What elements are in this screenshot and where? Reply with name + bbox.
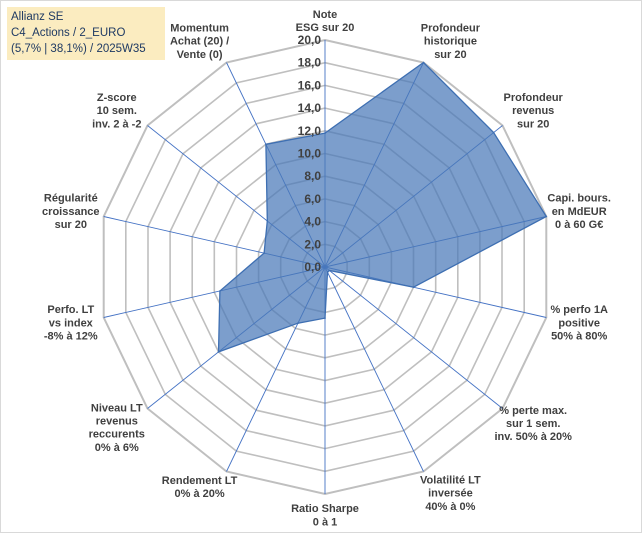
axis-label-12: Z-score 10 sem. inv. 2 à -2 <box>92 92 141 130</box>
axis-label-10: Perfo. LT vs index -8% à 12% <box>44 304 98 342</box>
axis-label-9: Niveau LT revenus reccurents 0% à 6% <box>89 402 145 454</box>
spoke-6 <box>324 266 424 472</box>
data-point-0 <box>324 132 326 134</box>
data-point-4 <box>412 286 415 289</box>
tick-label: 0,0 <box>304 260 321 274</box>
company-name: Allianz SE <box>11 11 64 23</box>
tick-label: 4,0 <box>304 215 321 229</box>
axis-label-6: Volatilité LT inversée 40% à 0% <box>420 474 481 512</box>
data-point-12 <box>266 220 269 222</box>
axis-label-7: Ratio Sharpe 0 à 1 <box>291 503 359 528</box>
tick-label: 12,0 <box>298 124 322 138</box>
axis-label-13: Momentum Achat (20) / Vente (0) <box>170 22 229 60</box>
radar-series <box>217 61 548 353</box>
tick-label: 6,0 <box>304 192 321 206</box>
category-label: C4_Actions / 2_EURO <box>11 27 126 39</box>
radar-tick-labels: 0,0 2,0 4,0 6,0 8,0 10,0 12,0 14,0 16,0 18,0 20,0 <box>298 33 322 274</box>
axis-label-3: Capi. bours. en MdEUR 0 à 60 G€ <box>547 193 611 231</box>
tick-label: 20,0 <box>298 33 322 47</box>
axis-label-8: Rendement LT 0% à 20% <box>162 475 238 500</box>
axis-label-2: Profondeur revenus sur 20 <box>504 92 564 130</box>
data-point-13 <box>265 143 267 146</box>
chart-header-box: Allianz SE C4_Actions / 2_EURO (5,7% | 3… <box>7 7 165 60</box>
data-point-1 <box>422 61 425 64</box>
stats-label: (5,7% | 38,1%) / 2025W35 <box>11 43 146 55</box>
data-point-2 <box>492 131 495 134</box>
axis-label-0: Note ESG sur 20 <box>296 9 355 34</box>
tick-label: 16,0 <box>298 78 322 92</box>
axis-label-4: % perfo 1A positive 50% à 80% <box>550 304 608 342</box>
tick-label: 8,0 <box>304 169 321 183</box>
data-point-7 <box>324 317 326 319</box>
tick-label: 14,0 <box>298 101 322 115</box>
data-point-9 <box>217 351 220 353</box>
tick-label: 10,0 <box>298 147 322 161</box>
series-area-0 <box>217 61 548 353</box>
axis-label-11: Régularité croissance sur 20 <box>42 193 99 231</box>
data-point-8 <box>297 322 299 325</box>
radar-axis-labels: Note ESG sur 20 Profondeur historique sur 20… <box>42 9 611 529</box>
tick-label: 2,0 <box>304 237 321 251</box>
axis-label-1: Profondeur historique sur 20 <box>421 22 481 60</box>
data-point-10 <box>219 290 221 292</box>
data-point-11 <box>263 252 265 254</box>
tick-label: 18,0 <box>298 56 322 70</box>
spoke-5 <box>324 266 503 409</box>
data-point-3 <box>545 215 548 218</box>
data-point-6 <box>326 271 329 273</box>
axis-label-5: % perte max. sur 1 sem. inv. 50% à 20% <box>494 405 572 443</box>
data-point-5 <box>328 269 331 272</box>
